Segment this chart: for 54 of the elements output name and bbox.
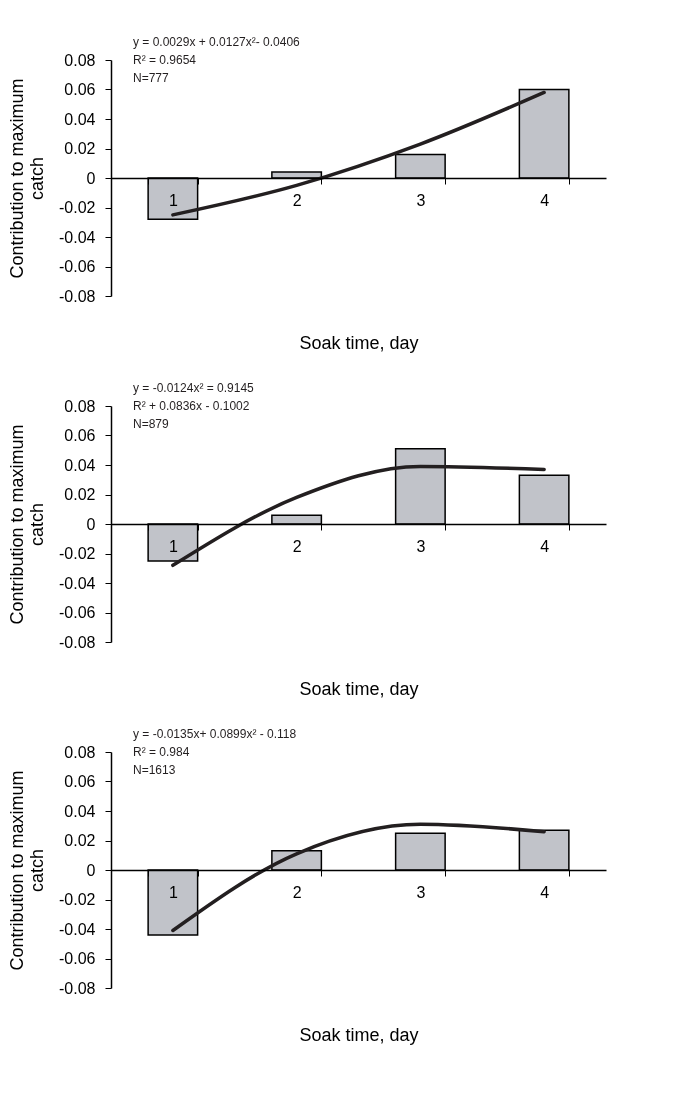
- annotation: N=879: [133, 417, 170, 431]
- y-tick-label: -0.02: [59, 545, 96, 562]
- y-tick-label: -0.04: [59, 920, 96, 938]
- x-axis-title: Soak time, day: [299, 1024, 419, 1045]
- y-tick-label: 0: [86, 169, 96, 187]
- x-tick-label: 3: [416, 191, 426, 209]
- y-tick-label: 0.02: [64, 486, 96, 503]
- x-tick-label: 4: [540, 883, 550, 901]
- y-tick-label: 0.08: [64, 397, 96, 415]
- x-tick-label: 4: [540, 191, 550, 209]
- y-tick-label: -0.02: [59, 891, 96, 908]
- annotation: R² = 0.9654: [133, 53, 197, 67]
- y-tick-label: 0.06: [64, 427, 96, 444]
- y-tick-label: 0.02: [64, 832, 96, 849]
- y-tick-label: 0.02: [64, 140, 96, 157]
- y-axis-title: Contribution to maximum catch: [7, 424, 48, 625]
- x-axis-title: Soak time, day: [299, 678, 419, 699]
- y-tick-label: -0.06: [59, 950, 96, 967]
- y-tick-label: 0.08: [64, 743, 96, 761]
- annotation: R² = 0.984: [133, 745, 190, 759]
- annotation: R² + 0.0836x - 0.1002: [133, 399, 250, 413]
- x-tick-label: 4: [540, 537, 550, 555]
- text: y = -0.0135x+ 0.0899x² - 0.118: [133, 727, 297, 741]
- y-axis-title: Contribution to maximum catch: [7, 770, 48, 971]
- y-tick-label: 0: [86, 861, 96, 879]
- x-tick-label: 1: [168, 883, 178, 901]
- annotation: N=1613: [133, 763, 176, 777]
- y-tick-label: -0.02: [59, 199, 96, 216]
- x-axis-title: Soak time, day: [299, 332, 419, 353]
- y-tick-label: -0.06: [59, 258, 96, 275]
- x-tick-label: 1: [168, 191, 178, 209]
- text: y = -0.0124x² = 0.9145: [133, 381, 255, 395]
- text: y = 0.0029x + 0.0127x²- 0.0406: [133, 35, 301, 49]
- y-tick-label: 0.04: [64, 802, 96, 820]
- y-tick-label: -0.04: [59, 228, 96, 246]
- y-tick-label: 0.08: [64, 51, 96, 69]
- x-tick-label: 3: [416, 537, 426, 555]
- y-tick-label: -0.08: [59, 633, 96, 651]
- y-tick-label: 0.04: [64, 110, 96, 128]
- y-tick-label: 0.06: [64, 81, 96, 98]
- y-axis-title: Contribution to maximum catch: [7, 78, 48, 279]
- y-tick-label: -0.04: [59, 574, 96, 592]
- y-tick-label: -0.08: [59, 287, 96, 305]
- y-tick-label: 0.04: [64, 456, 96, 474]
- y-tick-label: -0.06: [59, 604, 96, 621]
- annotation: N=777: [133, 71, 170, 85]
- y-tick-label: 0: [86, 515, 96, 533]
- x-tick-label: 2: [292, 537, 302, 555]
- y-tick-label: 0.06: [64, 773, 96, 790]
- x-tick-label: 3: [416, 883, 426, 901]
- x-tick-label: 2: [292, 883, 302, 901]
- y-tick-label: -0.08: [59, 979, 96, 997]
- x-tick-label: 1: [168, 537, 178, 555]
- x-tick-label: 2: [292, 191, 302, 209]
